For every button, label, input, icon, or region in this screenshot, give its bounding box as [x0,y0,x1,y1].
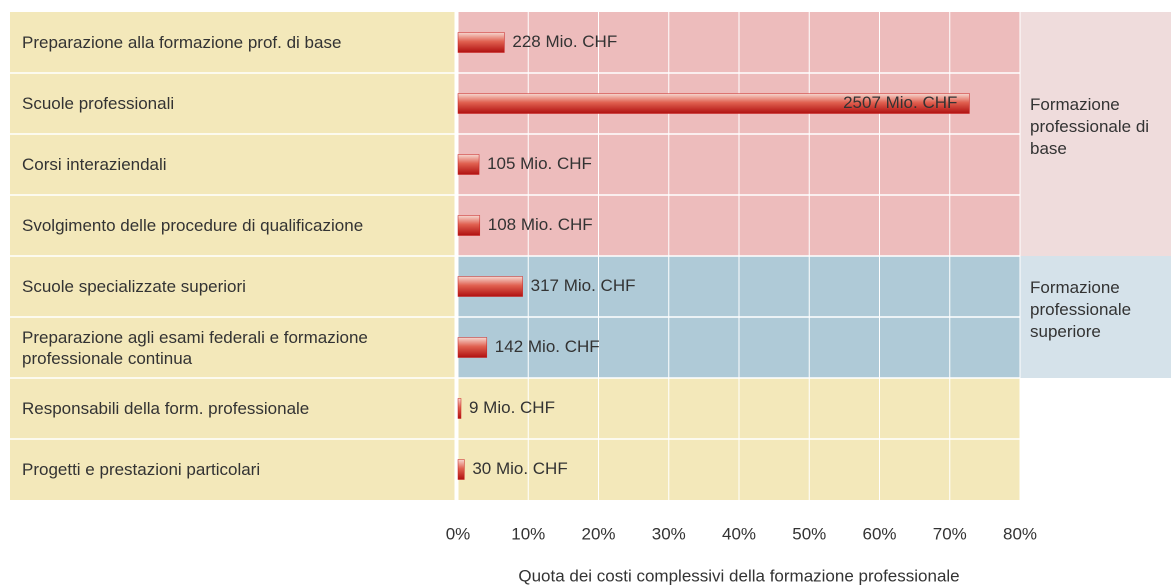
category-label: Corsi interaziendali [22,155,167,174]
group-label-background [1020,12,1171,256]
bar [457,154,480,175]
value-label: 9 Mio. CHF [469,398,555,417]
value-label: 228 Mio. CHF [512,32,617,51]
category-label: Responsabili della form. professionale [22,399,310,418]
x-tick-label: 30% [652,524,686,543]
value-label: 105 Mio. CHF [487,154,592,173]
category-label: Scuole specializzate superiori [22,277,246,296]
bar [457,215,481,236]
bar [457,93,970,114]
group-label-background [1020,256,1171,378]
x-axis-label: Quota dei costi complessivi della formaz… [518,566,959,585]
value-label: 30 Mio. CHF [472,459,567,478]
category-label: Preparazione alla formazione prof. di ba… [22,33,342,52]
value-label: 2507 Mio. CHF [843,93,957,112]
group-label: Formazione professionale superiore [1030,278,1132,341]
bar [457,459,465,480]
value-label: 142 Mio. CHF [495,337,600,356]
category-label: Progetti e prestazioni particolari [22,460,261,479]
bar [457,276,523,297]
x-tick-label: 10% [511,524,545,543]
category-label: Svolgimento delle procedure di qualifica… [22,216,364,235]
bar [457,32,505,53]
x-tick-label: 70% [933,524,967,543]
category-label: Scuole professionali [22,94,175,113]
x-tick-label: 20% [581,524,615,543]
x-tick-label: 50% [792,524,826,543]
x-tick-label: 0% [446,524,471,543]
group-label: Formazione professionale di base [1030,95,1150,158]
bar [457,398,462,419]
x-tick-label: 40% [722,524,756,543]
bar [457,337,488,358]
x-tick-label: 60% [862,524,896,543]
x-tick-label: 80% [1003,524,1037,543]
category-label: Preparazione agli esami federali e forma… [22,327,368,368]
value-label: 108 Mio. CHF [488,215,593,234]
value-label: 317 Mio. CHF [531,276,636,295]
